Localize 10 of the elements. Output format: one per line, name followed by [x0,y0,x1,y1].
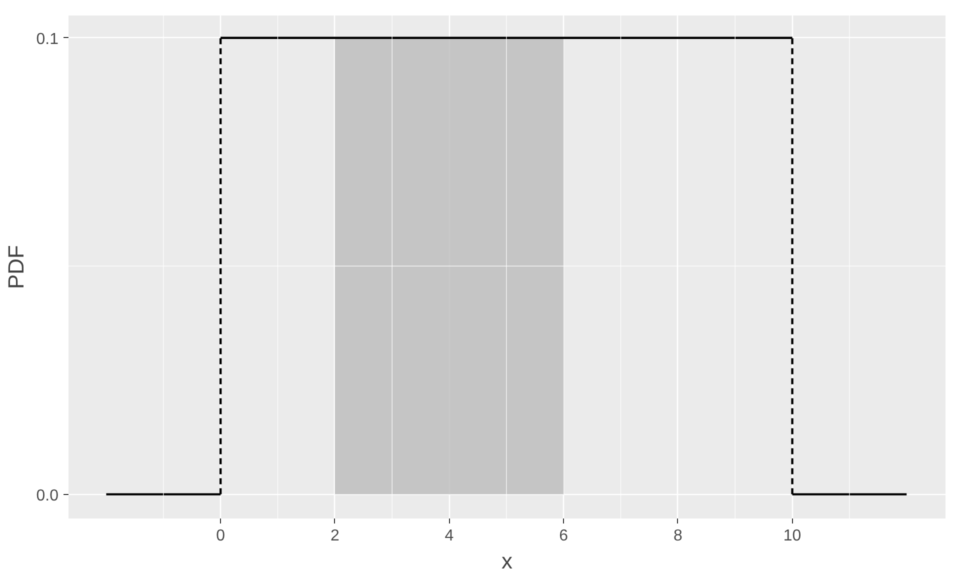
y-axis-title: PDF [3,245,28,289]
x-tick-label: 8 [673,528,682,544]
y-tick-label: 0.1 [36,30,59,48]
x-tick-label: 6 [559,528,568,544]
x-tick-label: 0 [216,528,226,544]
x-tick-label: 10 [783,528,802,544]
x-tick-label: 4 [444,528,454,544]
y-tick-label: 0.0 [36,487,59,504]
x-tick-label: 2 [330,528,340,544]
x-axis-title: x [502,548,512,574]
